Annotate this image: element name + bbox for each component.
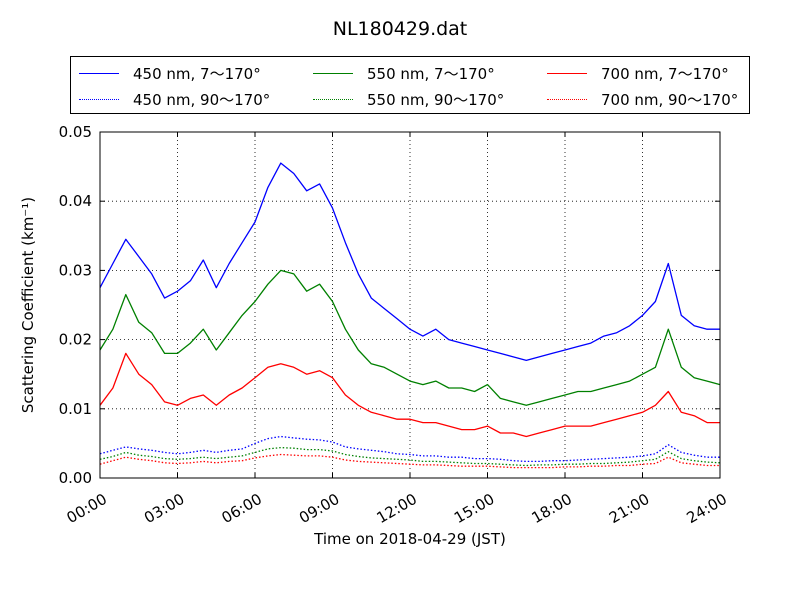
x-tick-label: 12:00 bbox=[374, 490, 420, 527]
y-tick-label: 0.02 bbox=[59, 331, 92, 349]
legend-item-450-back: 450 nm, 90～170° bbox=[79, 88, 270, 110]
tick-layer: 00:00 03:00 06:00 09:00 12:00 15:00 18:00 21:00… bbox=[59, 123, 730, 527]
legend-item-450-full: 450 nm, 7～170° bbox=[79, 62, 261, 84]
y-tick-label: 0.03 bbox=[59, 261, 92, 279]
series-line-5 bbox=[99, 453, 720, 469]
series-line-1 bbox=[99, 269, 721, 406]
legend-label-700-full: 700 nm, 7～170° bbox=[601, 64, 729, 83]
y-tick-label: 0.01 bbox=[59, 400, 92, 418]
x-axis-label: Time on 2018-04-29 (JST) bbox=[314, 530, 506, 548]
grid-layer bbox=[100, 132, 720, 478]
chart-title: NL180429.dat bbox=[332, 18, 468, 40]
legend-label-550-full: 550 nm, 7～170° bbox=[367, 64, 495, 83]
x-tick-label: 18:00 bbox=[529, 490, 575, 527]
x-tick-label: 00:00 bbox=[64, 490, 110, 527]
legend-item-550-back: 550 nm, 90～170° bbox=[313, 88, 504, 110]
x-tick-label: 24:00 bbox=[684, 490, 730, 527]
legend-label-700-back: 700 nm, 90～170° bbox=[601, 90, 739, 109]
legend-label-550-back: 550 nm, 90～170° bbox=[367, 90, 505, 109]
chart-legend: 450 nm, 7～170° 550 nm, 7～170° 700 nm, 7～… bbox=[70, 56, 750, 114]
legend-item-700-back: 700 nm, 90～170° bbox=[547, 88, 738, 110]
legend-swatch-450-full bbox=[79, 72, 119, 74]
legend-swatch-700-full bbox=[547, 72, 587, 74]
x-tick-label: 15:00 bbox=[451, 490, 497, 527]
legend-swatch-550-full bbox=[313, 72, 353, 74]
series-line-2 bbox=[99, 352, 720, 438]
series-layer bbox=[99, 162, 721, 469]
y-tick-label: 0.05 bbox=[59, 123, 92, 141]
y-tick-label: 0.00 bbox=[59, 469, 92, 487]
x-tick-label: 21:00 bbox=[606, 490, 652, 527]
legend-swatch-700-back bbox=[547, 98, 587, 100]
series-line-3 bbox=[99, 435, 720, 463]
legend-label-450-full: 450 nm, 7～170° bbox=[133, 64, 261, 83]
legend-item-700-full: 700 nm, 7～170° bbox=[547, 62, 729, 84]
x-tick-label: 09:00 bbox=[296, 490, 342, 527]
x-tick-label: 03:00 bbox=[141, 490, 187, 527]
series-line-0 bbox=[99, 162, 720, 362]
legend-swatch-550-back bbox=[313, 98, 353, 100]
legend-item-550-full: 550 nm, 7～170° bbox=[313, 62, 495, 84]
y-axis-label: Scattering Coefficient (km⁻¹) bbox=[19, 196, 37, 414]
legend-label-450-back: 450 nm, 90～170° bbox=[133, 90, 271, 109]
x-tick-label: 06:00 bbox=[219, 490, 265, 527]
y-tick-label: 0.04 bbox=[59, 192, 92, 210]
legend-swatch-450-back bbox=[79, 98, 119, 100]
